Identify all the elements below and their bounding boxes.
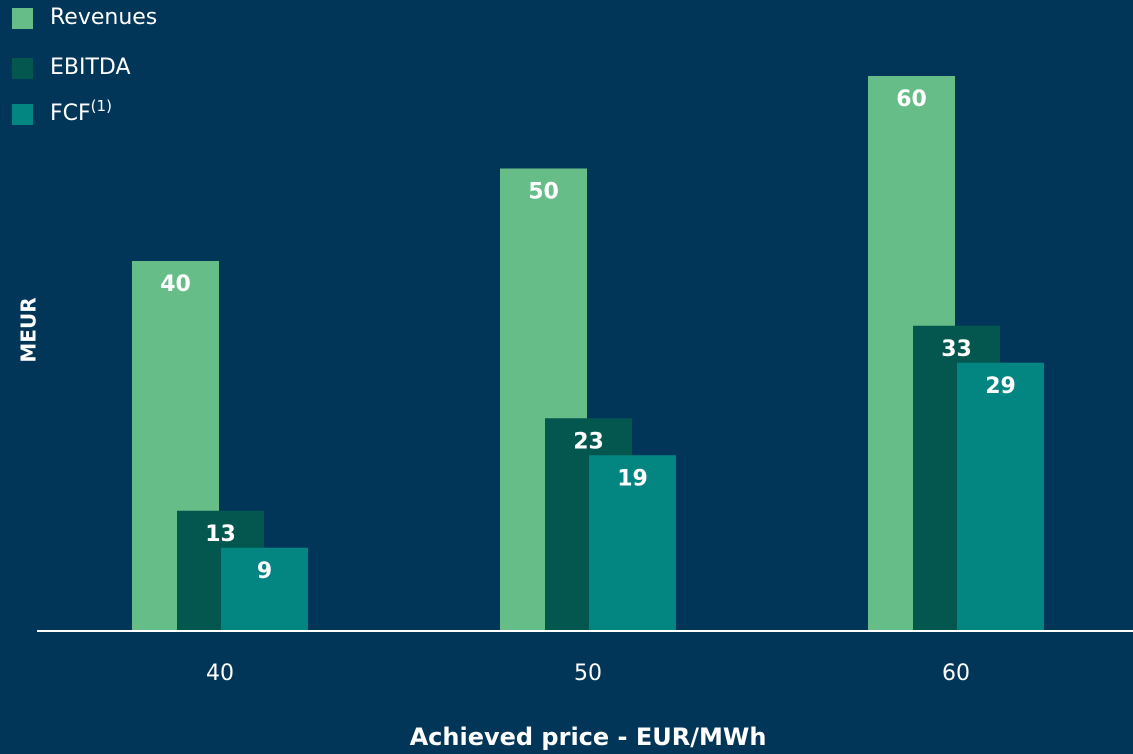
legend-swatch	[12, 104, 33, 125]
x-axis-title: Achieved price - EUR/MWh	[410, 723, 767, 751]
x-tick-label: 50	[574, 661, 602, 686]
legend-swatch	[12, 58, 33, 79]
value-label: 23	[573, 429, 604, 454]
legend-superscript: (1)	[91, 97, 112, 115]
value-label: 29	[985, 374, 1016, 399]
value-label: 33	[941, 337, 972, 362]
bar	[957, 362, 1044, 631]
bar	[589, 455, 676, 631]
value-label: 19	[617, 466, 648, 491]
x-tick-label: 40	[206, 661, 234, 686]
legend-name: FCF	[50, 101, 91, 126]
y-axis-title: MEUR	[17, 297, 41, 362]
x-tick-label: 60	[942, 661, 970, 686]
legend-name: Revenues	[50, 5, 157, 30]
legend-label: Revenues	[50, 5, 157, 30]
value-label: 40	[160, 272, 191, 297]
value-label: 50	[528, 180, 559, 205]
legend-name: EBITDA	[50, 55, 131, 80]
legend-swatch	[12, 8, 33, 29]
value-label: 9	[257, 559, 272, 584]
value-label: 60	[896, 87, 927, 112]
legend-label: EBITDA	[50, 55, 131, 80]
bar	[221, 547, 308, 631]
legend-label: FCF(1)	[50, 97, 112, 127]
value-label: 13	[205, 522, 236, 547]
